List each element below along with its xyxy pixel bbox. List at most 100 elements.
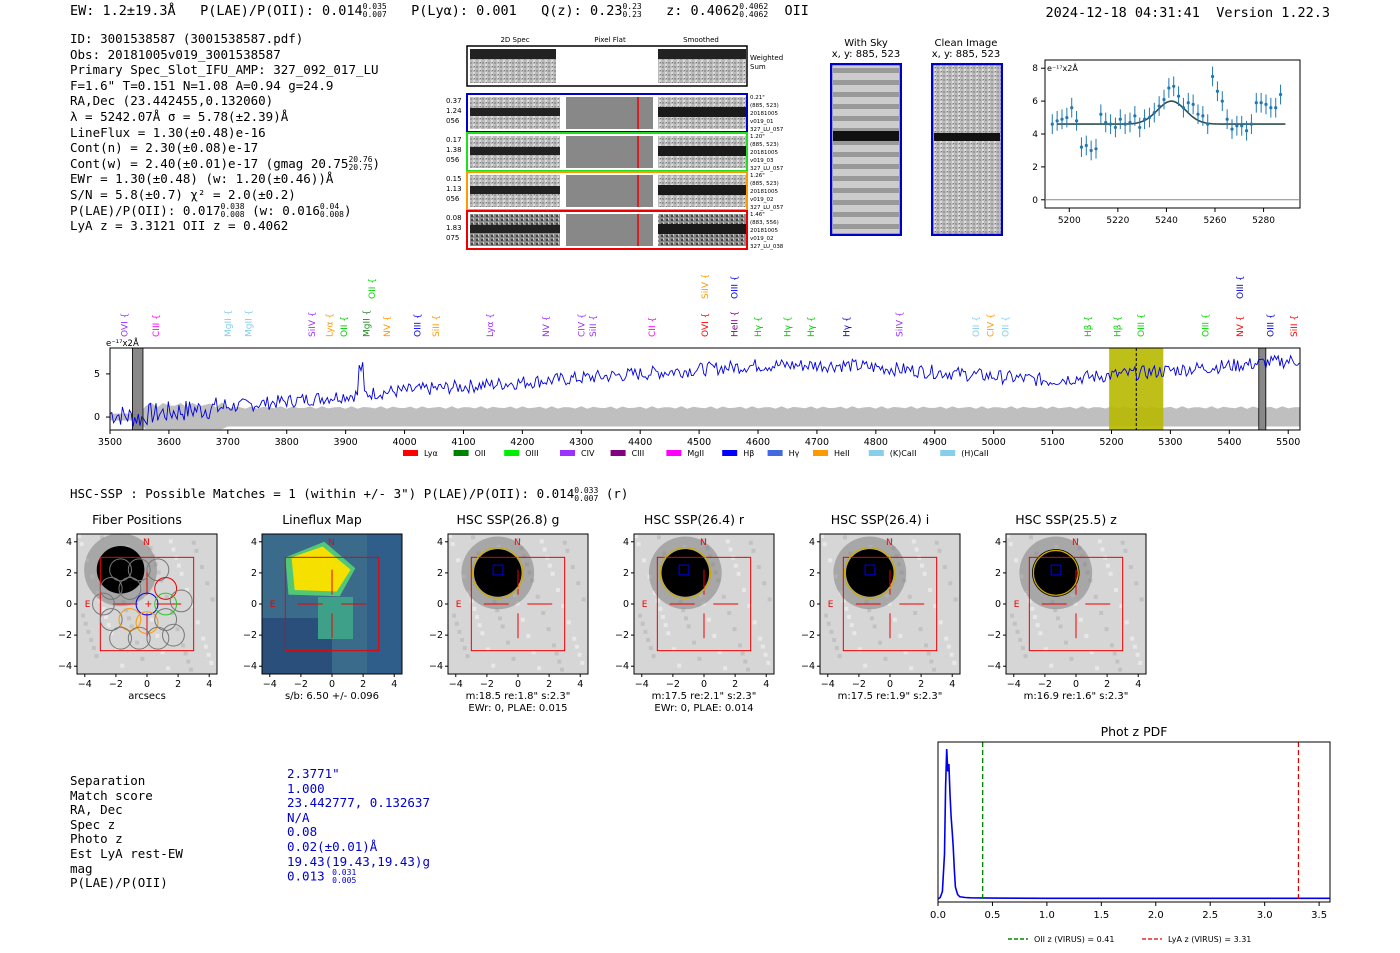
spectrum-xtick-label: 4800	[864, 437, 888, 448]
cutout-pixel-flat	[566, 175, 653, 207]
col-pixel-flat: Pixel Flat	[594, 36, 626, 44]
spectrum-xtick-label: 5000	[982, 437, 1006, 448]
noise-pixel	[554, 651, 559, 656]
noise-pixel	[156, 570, 161, 575]
cutout-2d-trace	[470, 186, 560, 194]
noise-pixel	[135, 640, 140, 645]
fit-data-point	[1157, 104, 1161, 108]
noise-pixel	[477, 623, 482, 628]
noise-pixel	[148, 546, 153, 551]
noise-pixel	[1055, 616, 1060, 621]
noise-pixel	[681, 608, 686, 613]
image-ytick-label: −4	[801, 661, 815, 672]
fit-data-point	[1089, 148, 1093, 153]
noise-pixel	[144, 601, 149, 606]
image-xtick-label: −2	[480, 679, 494, 690]
spectrum-xtick-label: 5500	[1276, 437, 1300, 448]
fit-data-point	[1142, 117, 1147, 121]
fit-data-point	[1254, 101, 1258, 105]
noise-pixel	[104, 615, 108, 619]
fiber-circle	[92, 592, 115, 616]
fit-data-point	[1206, 122, 1210, 126]
noise-pixel	[1100, 547, 1105, 552]
image-xtick-label: 4	[206, 679, 212, 690]
fit-data-point	[1225, 117, 1229, 121]
image-xtick-label: −2	[294, 679, 308, 690]
noise-pixel	[914, 547, 919, 552]
cutout-row: 0.15 1.13 056 1.26" (885, 523) 20181005 v019_0…	[446, 171, 784, 211]
cutout-right-label: 20181005	[750, 150, 778, 156]
noise-pixel	[725, 539, 730, 544]
fit-data-point	[1244, 129, 1249, 133]
fit-data-point	[1118, 117, 1122, 121]
noise-pixel	[746, 667, 751, 672]
sky-stripe	[833, 224, 899, 229]
cutout-right-label: (885, 523)	[750, 142, 779, 148]
noise-pixel	[844, 606, 849, 611]
noise-pixel	[1049, 663, 1054, 668]
imaging-panel: Lineflux Map N E −4 −4 −2 −2 0 0 2 2 4 4 s/b: 6.50 +/…	[222, 512, 432, 702]
fit-data-point	[1099, 112, 1103, 116]
cutout-right-label: 1.46"	[750, 212, 765, 218]
noise-pixel	[634, 534, 638, 538]
image-ytick-label: 0	[66, 599, 72, 610]
fiber-circle	[118, 608, 142, 631]
noise-pixel	[450, 542, 455, 547]
spectrum-xtick-label: 4100	[451, 437, 475, 448]
sky-stripe	[833, 200, 899, 205]
fit-data-point	[1055, 119, 1059, 123]
noise-pixel	[86, 629, 91, 634]
cutout-right-label: (885, 523)	[750, 181, 779, 187]
fiber-circle	[99, 608, 123, 631]
spectrum-ytick-label: 5	[94, 369, 100, 380]
spectral-line-label: Hγ {	[842, 316, 852, 337]
cutout-right-label: 327_LU_057	[750, 166, 784, 172]
sky-stripe	[833, 80, 899, 85]
compass-north: N	[143, 538, 150, 548]
target-marker: +	[144, 599, 152, 610]
sky-stripe	[833, 116, 899, 121]
legend-swatch	[722, 450, 738, 456]
noise-pixel	[733, 563, 738, 568]
noise-pixel	[565, 548, 570, 553]
info-id: ID: 3001538587 (3001538587.pdf)	[70, 31, 304, 46]
spectral-line-label: OVI {	[701, 313, 711, 337]
spectral-line-label: SiIV {	[308, 311, 318, 337]
info-fiber-params: F=1.6" T=0.151 N=1.08 A=0.94 g=24.9	[70, 77, 334, 93]
noise-pixel	[1064, 640, 1069, 645]
spectrum-xtick-label: 4500	[687, 437, 711, 448]
noise-pixel	[203, 644, 208, 649]
cutout-right-label: (885, 523)	[750, 103, 779, 109]
fit-data-point	[1264, 102, 1268, 106]
fit-data-point	[1230, 127, 1234, 131]
cutout-right-label: v019_03	[750, 158, 774, 164]
info-lambda-sigma: λ = 5242.07Å σ = 5.78(±2.39)Å	[70, 108, 289, 124]
imaging-panel-plot: N E −4 −4 −2 −2 0 0 2 2 4 4 m:17.5 re:2.1" s:2.3"EWr…	[615, 533, 775, 714]
image-ytick-label: −4	[58, 661, 72, 672]
noise-pixel	[191, 540, 196, 545]
fit-data-point	[1191, 102, 1195, 106]
noise-pixel	[205, 581, 210, 586]
fit-model-curve	[1057, 100, 1286, 125]
legend-label: (K)CaII	[890, 449, 917, 458]
noise-pixel	[1014, 558, 1019, 563]
fit-data-point	[1210, 74, 1215, 79]
noise-pixel	[562, 540, 567, 545]
noise-pixel	[576, 581, 581, 586]
legend-swatch	[610, 450, 626, 456]
noise-pixel	[168, 539, 173, 544]
compass-north: N	[886, 538, 893, 548]
photz-xtick-label: 0.0	[930, 910, 946, 921]
compass-north: N	[514, 538, 521, 548]
noise-pixel	[944, 636, 949, 641]
cutout-2d-trace	[470, 225, 560, 233]
galaxy-core	[473, 549, 522, 597]
noise-pixel	[1135, 652, 1140, 657]
noise-pixel	[1099, 610, 1104, 615]
cutout-left-label: 1.24	[446, 107, 462, 115]
spectrum-xtick-label: 5400	[1217, 437, 1241, 448]
noise-pixel	[828, 558, 833, 563]
noise-pixel	[824, 613, 829, 618]
compass-east: E	[1014, 600, 1020, 610]
imaging-panel-title: HSC SSP(26.4) r	[643, 512, 745, 527]
